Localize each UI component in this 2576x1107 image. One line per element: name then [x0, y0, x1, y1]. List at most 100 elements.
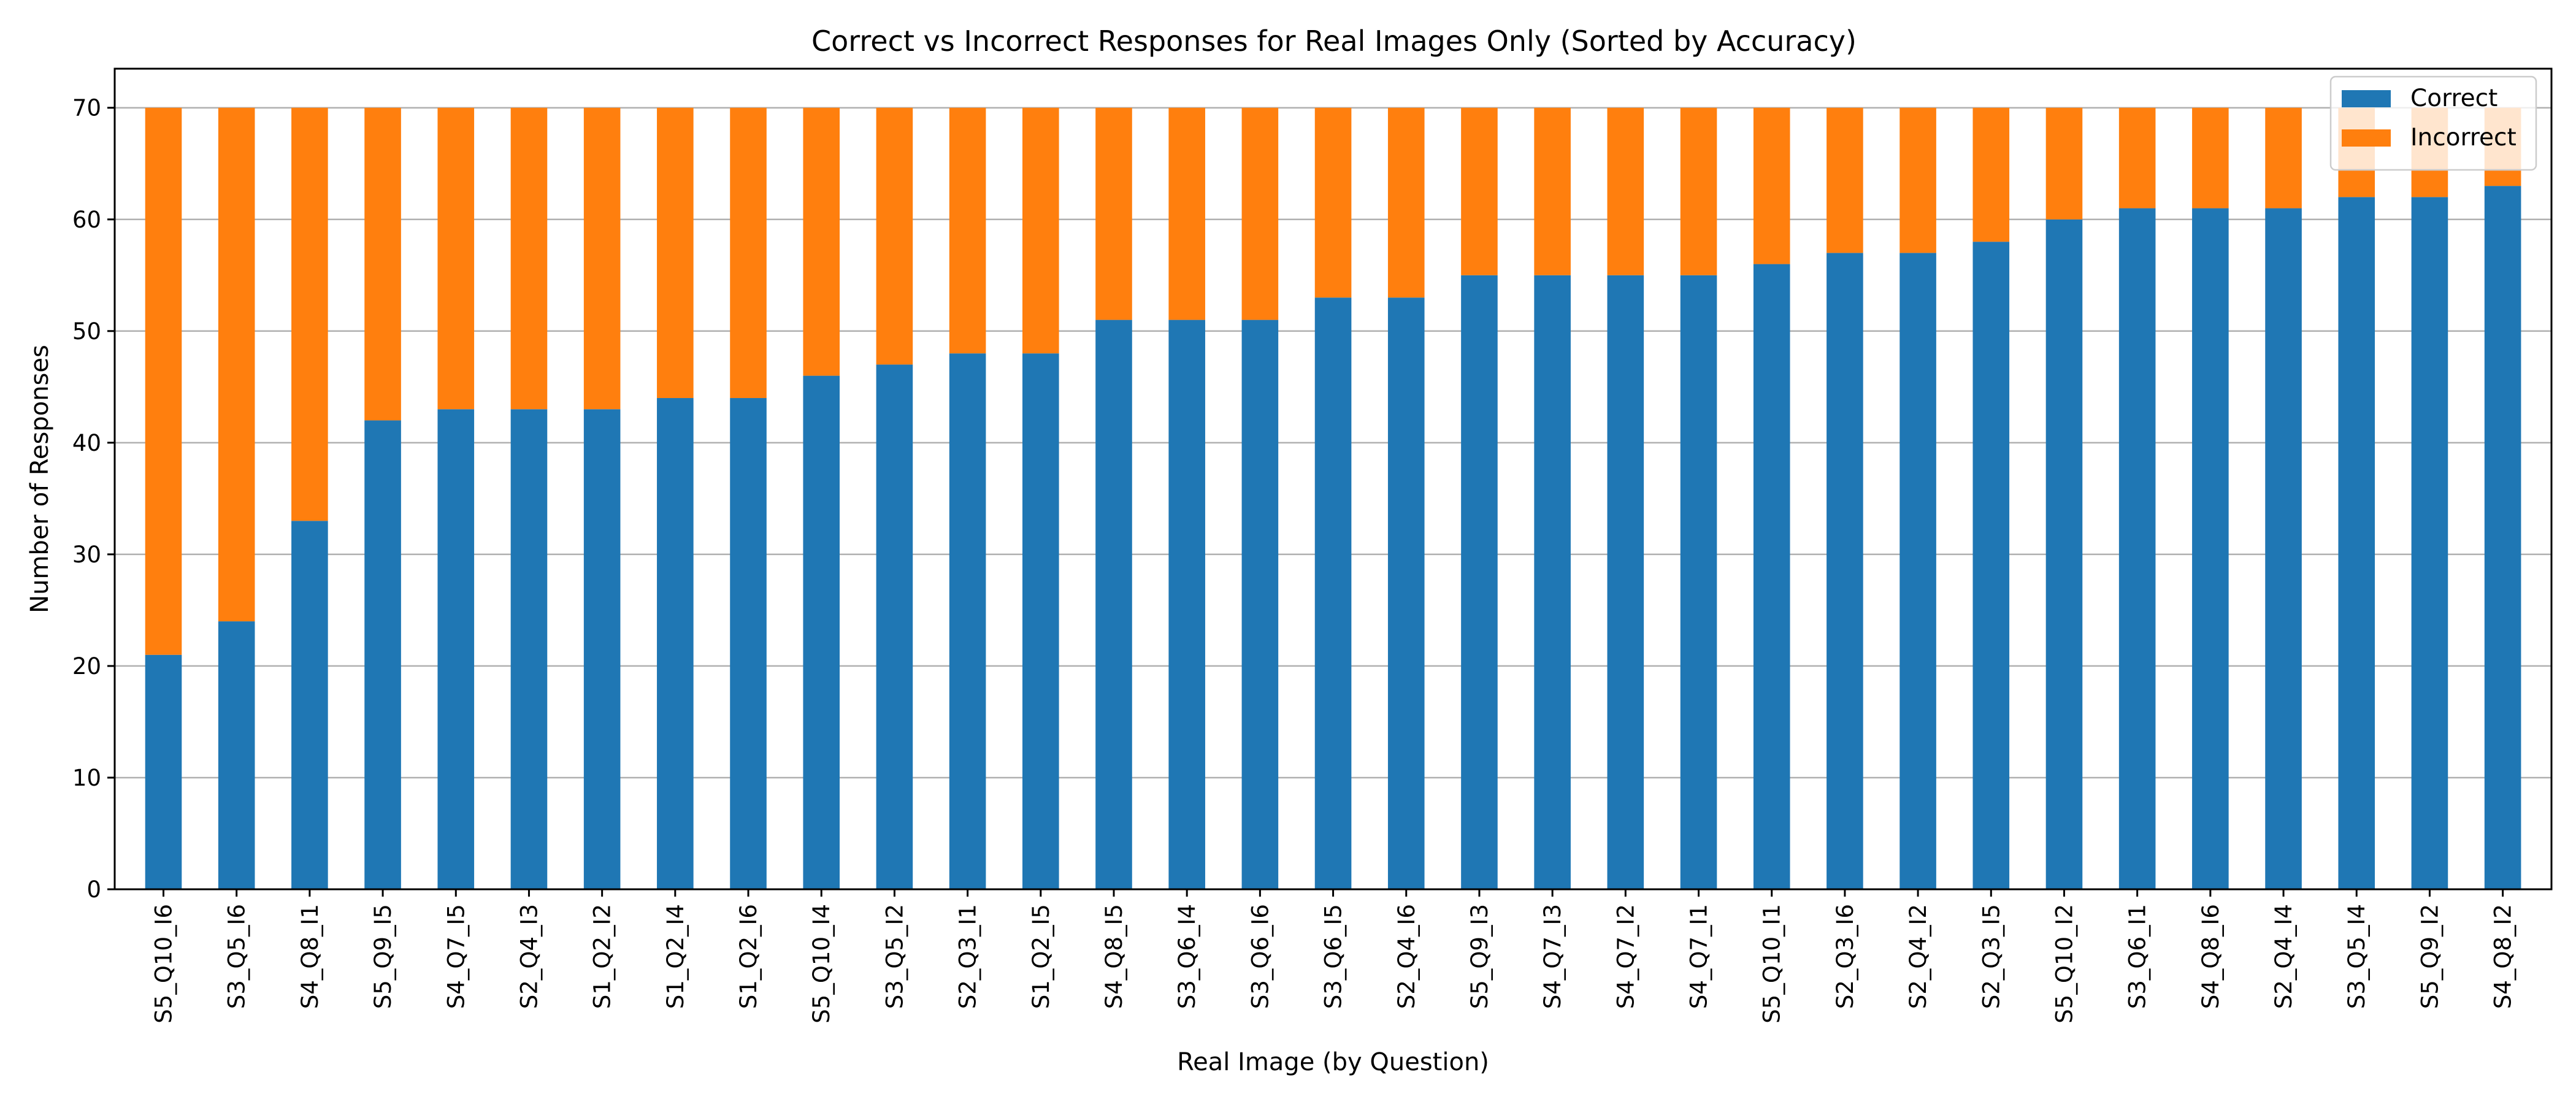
- bar-correct-s4-q8-i5: [1095, 320, 1132, 889]
- bar-incorrect-s1-q2-i4: [657, 107, 694, 399]
- bar-correct-s5-q10-i1: [1753, 264, 1790, 890]
- bar-incorrect-s3-q6-i1: [2118, 107, 2156, 209]
- bar-correct-s5-q9-i5: [364, 420, 401, 889]
- x-tick-label: S2_Q4_I4: [2271, 904, 2297, 1009]
- x-tick-label: S5_Q10_I4: [808, 904, 835, 1024]
- x-tick-label: S1_Q2_I5: [1028, 904, 1054, 1009]
- bar-correct-s2-q3-i1: [949, 353, 986, 889]
- x-tick-label: S3_Q5_I6: [224, 904, 250, 1009]
- bar-correct-s3-q6-i5: [1314, 297, 1352, 889]
- bar-incorrect-s3-q6-i5: [1314, 107, 1352, 298]
- x-tick-label: S1_Q2_I2: [589, 904, 616, 1009]
- legend-label-incorrect: Incorrect: [2410, 124, 2517, 151]
- bar-correct-s5-q9-i2: [2411, 197, 2448, 889]
- bar-incorrect-s1-q2-i5: [1022, 107, 1059, 354]
- x-tick-label: S5_Q10_I6: [151, 904, 177, 1024]
- bar-incorrect-s5-q10-i2: [2045, 107, 2083, 220]
- bar-correct-s4-q7-i5: [437, 409, 475, 889]
- bar-incorrect-s4-q7-i5: [437, 107, 475, 410]
- bar-correct-s1-q2-i2: [583, 409, 621, 889]
- x-tick-label: S5_Q9_I2: [2417, 904, 2443, 1009]
- bar-correct-s4-q8-i2: [2484, 186, 2521, 890]
- bar-correct-s3-q5-i2: [876, 364, 913, 889]
- bar-correct-s5-q9-i3: [1461, 275, 1498, 889]
- x-tick-label: S4_Q7_I5: [443, 904, 469, 1009]
- x-tick-label: S4_Q8_I5: [1101, 904, 1127, 1009]
- bar-correct-s3-q6-i1: [2118, 208, 2156, 889]
- bar-correct-s1-q2-i4: [657, 398, 694, 889]
- bar-incorrect-s3-q5-i6: [218, 107, 255, 622]
- bar-incorrect-s2-q4-i3: [510, 107, 548, 410]
- bar-incorrect-s2-q3-i5: [1972, 107, 2010, 242]
- bar-correct-s2-q4-i3: [510, 409, 548, 889]
- bar-incorrect-s5-q9-i5: [364, 107, 401, 421]
- x-tick-label: S3_Q6_I5: [1321, 904, 1347, 1009]
- bar-incorrect-s5-q10-i1: [1753, 107, 1790, 264]
- x-tick-label: S3_Q6_I1: [2125, 904, 2151, 1009]
- x-tick-label: S4_Q8_I2: [2490, 904, 2517, 1009]
- x-tick-label: S2_Q4_I6: [1393, 904, 1420, 1009]
- legend: Correct Incorrect: [2329, 75, 2537, 171]
- bar-incorrect-s4-q8-i1: [291, 107, 328, 521]
- x-tick-label: S3_Q6_I6: [1247, 904, 1273, 1009]
- x-tick-label: S4_Q8_I1: [297, 904, 323, 1009]
- x-tick-label: S2_Q3_I5: [1978, 904, 2004, 1009]
- bar-incorrect-s2-q3-i6: [1827, 107, 1863, 253]
- x-tick-label: S3_Q5_I2: [881, 904, 908, 1009]
- x-tick-label: S5_Q9_I5: [370, 904, 396, 1009]
- bar-incorrect-s5-q10-i4: [803, 107, 840, 376]
- y-tick-label: 40: [72, 430, 101, 456]
- bar-correct-s2-q4-i6: [1387, 297, 1425, 889]
- bar-incorrect-s2-q4-i6: [1387, 107, 1425, 298]
- legend-swatch-correct: [2342, 90, 2391, 107]
- bar-incorrect-s5-q9-i3: [1461, 107, 1498, 275]
- y-tick-label: 0: [86, 876, 101, 903]
- bar-correct-s4-q7-i2: [1607, 275, 1644, 889]
- x-tick-label: S5_Q10_I2: [2051, 904, 2077, 1024]
- x-tick-label: S2_Q3_I6: [1832, 904, 1858, 1009]
- x-axis: S5_Q10_I6 S3_Q5_I6 S4_Q8_I1 S5_Q9_I5 S4_Q7_I…: [151, 889, 2517, 1024]
- y-tick-label: 50: [72, 318, 101, 345]
- x-axis-label: Real Image (by Question): [1177, 1048, 1489, 1076]
- bar-correct-s2-q3-i6: [1827, 253, 1863, 890]
- x-tick-label: S4_Q7_I2: [1612, 904, 1639, 1009]
- x-tick-label: S3_Q5_I4: [2344, 904, 2370, 1009]
- bar-correct-s5-q10-i4: [803, 375, 840, 889]
- x-tick-label: S4_Q7_I3: [1539, 904, 1566, 1009]
- bar-incorrect-s4-q7-i2: [1607, 107, 1644, 275]
- bar-incorrect-s3-q6-i6: [1241, 107, 1279, 320]
- y-tick-label: 20: [72, 653, 101, 680]
- bars: [145, 107, 2521, 890]
- x-tick-label: S1_Q2_I4: [662, 904, 689, 1009]
- y-tick-label: 60: [72, 207, 101, 233]
- bar-correct-s4-q7-i3: [1534, 275, 1571, 889]
- bar-correct-s5-q10-i6: [145, 654, 182, 889]
- legend-swatch-incorrect: [2342, 129, 2391, 147]
- bar-correct-s1-q2-i5: [1022, 353, 1059, 889]
- y-axis: 0 10 20 30 40 50 60 70: [72, 95, 115, 903]
- bar-incorrect-s4-q8-i5: [1095, 107, 1132, 320]
- bar-incorrect-s1-q2-i6: [730, 107, 767, 399]
- bar-incorrect-s4-q7-i3: [1534, 107, 1571, 275]
- x-tick-label: S5_Q10_I1: [1759, 904, 1785, 1024]
- bar-incorrect-s4-q7-i1: [1680, 107, 1717, 275]
- x-tick-label: S3_Q6_I4: [1174, 904, 1200, 1009]
- x-tick-label: S2_Q4_I2: [1905, 904, 1931, 1009]
- bar-correct-s2-q4-i2: [1899, 253, 1936, 890]
- x-tick-label: S5_Q9_I3: [1466, 904, 1493, 1009]
- bar-incorrect-s3-q6-i4: [1168, 107, 1205, 320]
- y-axis-label: Number of Responses: [26, 345, 54, 613]
- bar-incorrect-s3-q5-i2: [876, 107, 913, 365]
- chart-title: Correct vs Incorrect Responses for Real …: [811, 25, 1857, 58]
- x-tick-label: S2_Q3_I1: [955, 904, 981, 1009]
- bar-incorrect-s5-q10-i6: [145, 107, 182, 655]
- bar-incorrect-s4-q8-i6: [2192, 107, 2229, 209]
- bar-correct-s3-q5-i6: [218, 621, 255, 889]
- x-tick-label: S1_Q2_I6: [735, 904, 762, 1009]
- x-tick-label: S2_Q4_I3: [516, 904, 542, 1009]
- legend-label-correct: Correct: [2410, 85, 2497, 112]
- bar-correct-s4-q8-i6: [2192, 208, 2229, 889]
- bar-correct-s4-q8-i1: [291, 521, 328, 889]
- y-tick-label: 70: [72, 95, 101, 121]
